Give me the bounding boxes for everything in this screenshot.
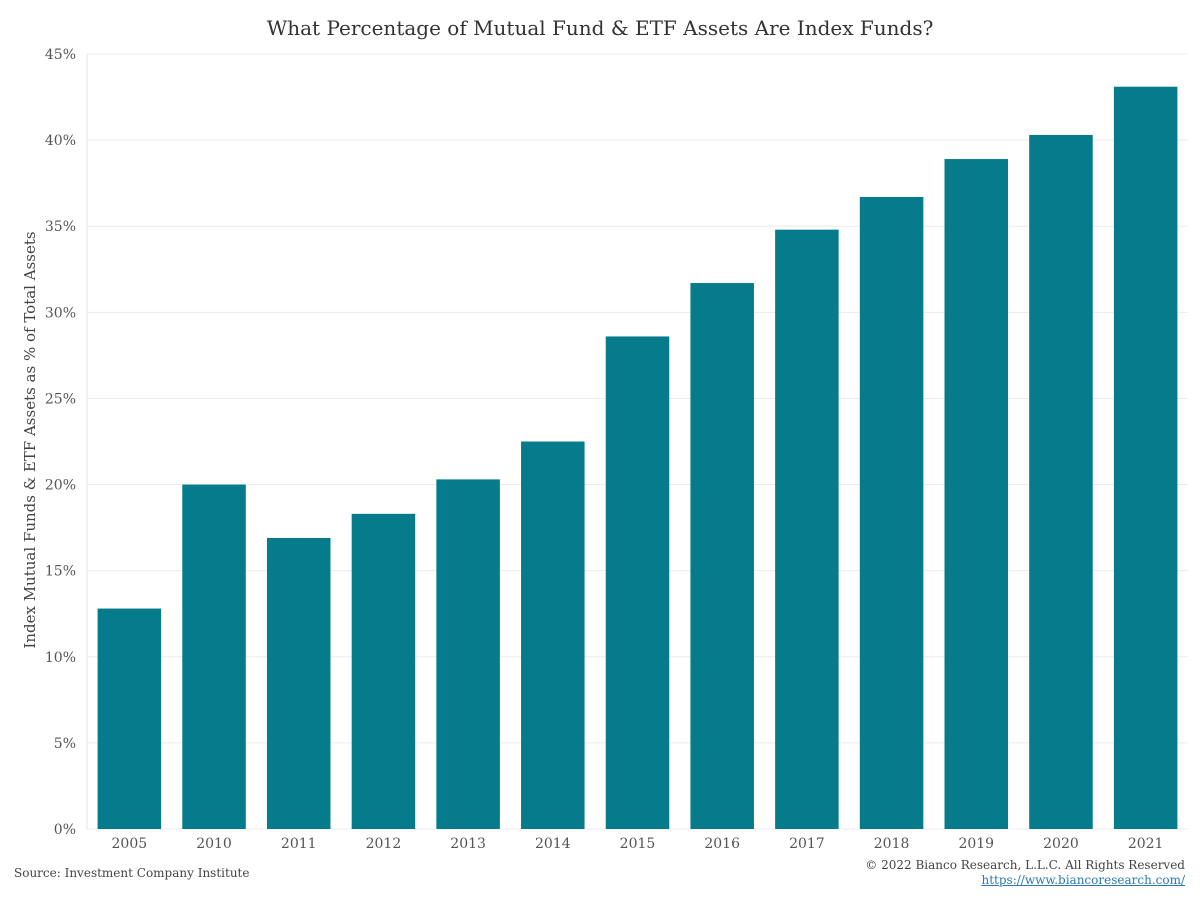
bar-2011[interactable] — [266, 537, 331, 829]
website-link[interactable]: https://www.biancoresearch.com/ — [981, 873, 1185, 887]
x-axis-ticks: 2005 2010 2011 2012 2013 2014 2015 2016 2017 2018… — [112, 836, 1164, 852]
y-tick-label: 40% — [45, 133, 76, 149]
y-tick-label: 45% — [45, 47, 76, 63]
x-tick-label: 2020 — [1043, 836, 1079, 852]
x-tick-label: 2010 — [196, 836, 232, 852]
x-tick-label: 2015 — [620, 836, 656, 852]
x-tick-label: 2005 — [112, 836, 148, 852]
bar-2017[interactable] — [775, 229, 839, 829]
y-tick-label: 20% — [45, 478, 76, 494]
bar-2005[interactable] — [97, 608, 162, 829]
bar-2018[interactable] — [859, 196, 924, 829]
bar-2020[interactable] — [1029, 134, 1093, 829]
x-tick-label: 2018 — [874, 836, 910, 852]
y-tick-label: 5% — [54, 736, 76, 752]
y-tick-label: 30% — [45, 305, 76, 321]
x-tick-label: 2019 — [958, 836, 994, 852]
bar-2016[interactable] — [690, 283, 754, 829]
bar-2019[interactable] — [944, 159, 1009, 830]
y-axis-ticks: 0% 5% 10% 15% 20% 25% 30% 35% 40% 45% — [45, 47, 76, 838]
copyright-note: © 2022 Bianco Research, L.L.C. All Right… — [865, 858, 1185, 872]
bar-2013[interactable] — [436, 479, 500, 829]
x-tick-label: 2016 — [704, 836, 740, 852]
bar-2021[interactable] — [1113, 86, 1178, 829]
y-tick-label: 10% — [45, 650, 76, 666]
y-tick-label: 15% — [45, 564, 76, 580]
y-tick-label: 25% — [45, 391, 76, 407]
bar-2015[interactable] — [605, 336, 670, 829]
x-tick-label: 2011 — [281, 836, 317, 852]
bar-2014[interactable] — [521, 441, 585, 830]
source-note: Source: Investment Company Institute — [14, 866, 250, 880]
y-axis-label: Index Mutual Funds & ETF Assets as % of … — [21, 231, 39, 648]
x-tick-label: 2012 — [366, 836, 402, 852]
y-tick-label: 35% — [45, 219, 76, 235]
chart-title: What Percentage of Mutual Fund & ETF Ass… — [266, 16, 934, 40]
x-tick-label: 2014 — [535, 836, 571, 852]
x-tick-label: 2013 — [450, 836, 486, 852]
bars — [97, 86, 1178, 830]
bar-2010[interactable] — [182, 484, 246, 829]
x-tick-label: 2017 — [789, 836, 825, 852]
x-tick-label: 2021 — [1128, 836, 1164, 852]
bar-2012[interactable] — [351, 513, 416, 829]
y-tick-label: 0% — [54, 822, 76, 838]
